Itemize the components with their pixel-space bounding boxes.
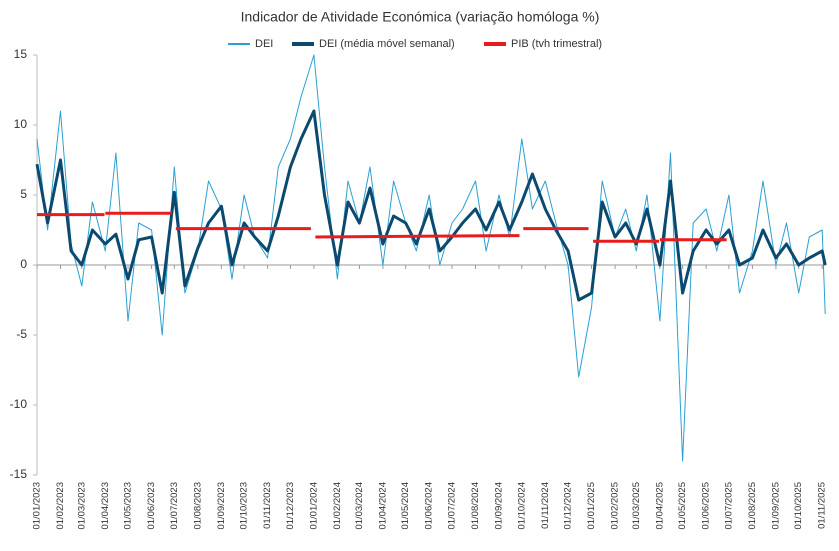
- x-tick-label: 01/08/2025: [747, 482, 758, 530]
- x-tick-label: 01/10/2023: [239, 482, 250, 530]
- x-tick-label: 01/05/2025: [677, 482, 688, 530]
- x-tick-label: 01/01/2024: [308, 482, 319, 530]
- x-tick-label: 01/01/2023: [32, 482, 43, 530]
- x-tick-label: 01/11/2024: [540, 482, 551, 529]
- x-tick-label: 01/03/2024: [354, 482, 365, 530]
- y-tick-label: -5: [16, 327, 27, 341]
- x-tick-label: 01/02/2025: [610, 482, 621, 530]
- y-tick-label: -10: [10, 397, 28, 411]
- y-tick-label: -15: [10, 467, 28, 481]
- x-tick-label: 01/01/2025: [586, 482, 597, 530]
- x-tick-label: 01/12/2023: [285, 482, 296, 530]
- x-tick-label: 01/04/2023: [100, 482, 111, 530]
- x-tick-label: 01/10/2024: [516, 482, 527, 530]
- x-tick-label: 01/11/2023: [262, 482, 273, 529]
- x-tick-label: 01/07/2024: [446, 482, 457, 530]
- legend-label: PIB (tvh trimestral): [511, 38, 602, 50]
- x-tick-label: 01/03/2023: [76, 482, 87, 530]
- x-tick-label: 01/06/2025: [701, 482, 712, 530]
- x-tick-label: 01/12/2024: [563, 482, 574, 530]
- x-tick-label: 01/08/2023: [192, 482, 203, 530]
- legend-label: DEI (média móvel semanal): [319, 38, 455, 50]
- legend-label: DEI: [255, 38, 273, 50]
- y-tick-label: 0: [20, 257, 27, 271]
- x-tick-label: 01/08/2024: [470, 482, 481, 530]
- x-tick-label: 01/06/2023: [146, 482, 157, 530]
- x-tick-label: 01/05/2024: [400, 482, 411, 530]
- y-tick-label: 10: [14, 117, 28, 131]
- x-tick-label: 01/02/2024: [332, 482, 343, 530]
- series-line: [37, 211, 727, 243]
- x-tick-label: 01/11/2025: [817, 482, 828, 529]
- x-tick-label: 01/03/2025: [631, 482, 642, 530]
- x-tick-label: 01/10/2025: [793, 482, 804, 530]
- x-tick-label: 01/06/2024: [424, 482, 435, 530]
- x-tick-label: 01/09/2025: [770, 482, 781, 530]
- x-tick-label: 01/05/2023: [123, 482, 134, 530]
- x-tick-label: 01/09/2024: [494, 482, 505, 530]
- x-tick-label: 01/04/2024: [377, 482, 388, 530]
- x-tick-label: 01/04/2025: [654, 482, 665, 530]
- chart-title: Indicador de Atividade Económica (variaç…: [241, 9, 600, 25]
- x-tick-label: 01/07/2025: [723, 482, 734, 530]
- y-tick-label: 15: [14, 47, 28, 61]
- y-tick-label: 5: [20, 187, 27, 201]
- x-tick-label: 01/02/2023: [55, 482, 66, 530]
- x-tick-label: 01/09/2023: [216, 482, 227, 530]
- x-tick-label: 01/07/2023: [169, 482, 180, 530]
